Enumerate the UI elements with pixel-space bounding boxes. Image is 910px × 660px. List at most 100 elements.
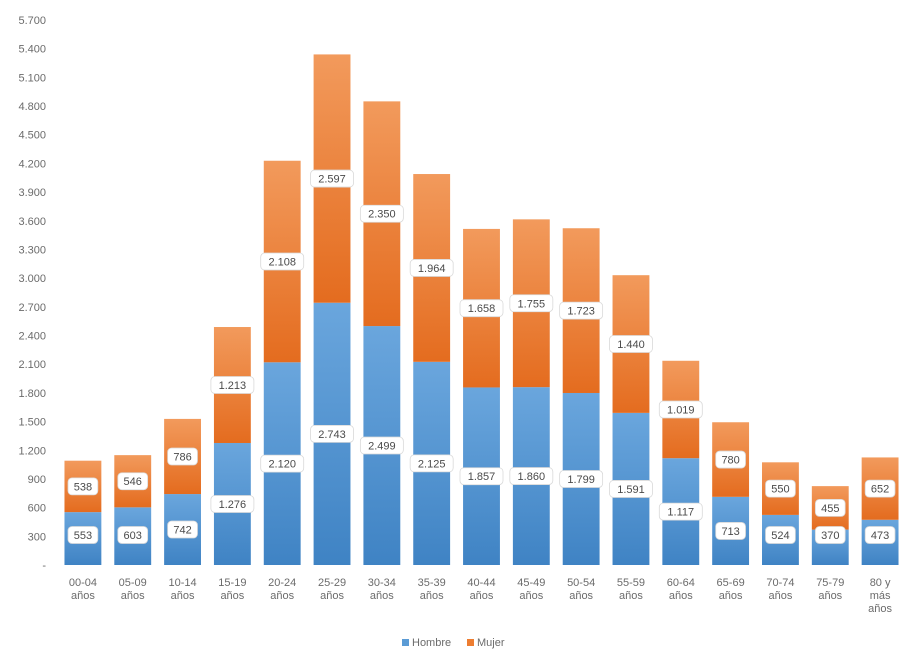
y-tick-label: 4.800	[18, 101, 46, 113]
legend-swatch	[402, 639, 409, 646]
data-label-mujer-box	[117, 472, 149, 491]
data-label-hombre: 1.857	[468, 471, 496, 483]
data-label-mujer-box	[609, 335, 653, 353]
x-category-label: años	[569, 590, 593, 602]
data-label-mujer-box	[67, 477, 99, 496]
x-category-label: años	[868, 603, 892, 615]
data-label-hombre: 2.499	[368, 441, 396, 453]
legend-swatch	[467, 639, 474, 646]
x-category-label: 25-29	[318, 577, 346, 589]
x-category-label: 80 y	[870, 577, 891, 589]
x-category-label: años	[270, 590, 294, 602]
x-category-label: 65-69	[717, 577, 745, 589]
x-category-label: 55-59	[617, 577, 645, 589]
data-label-mujer-box	[715, 450, 746, 469]
data-label-hombre-box	[210, 495, 255, 513]
data-label-hombre-box	[509, 467, 554, 485]
data-label-hombre-box	[459, 467, 504, 486]
y-tick-label: 3.300	[18, 244, 46, 256]
y-tick-label: 5.700	[18, 15, 46, 27]
data-label-mujer-box	[409, 259, 454, 277]
data-label-hombre-box	[67, 526, 99, 544]
data-label-mujer-box	[359, 204, 404, 223]
data-label-hombre-box	[167, 520, 198, 539]
data-label-mujer-box	[260, 252, 305, 271]
legend-label: Mujer	[477, 637, 505, 649]
data-label-hombre: 1.591	[617, 484, 645, 496]
x-category-label: años	[171, 590, 195, 602]
data-label-mujer-box	[864, 479, 896, 498]
y-tick-label: 1.500	[18, 417, 46, 429]
data-label-mujer: 1.755	[518, 298, 546, 310]
data-label-hombre: 713	[721, 526, 739, 538]
y-tick-label: 4.200	[18, 158, 46, 170]
data-label-mujer-box	[765, 479, 796, 498]
data-label-mujer-box	[167, 447, 198, 466]
data-label-hombre-box	[559, 470, 604, 488]
data-label-mujer-box	[658, 400, 703, 419]
data-label-hombre-box	[310, 424, 354, 443]
data-label-hombre-box	[260, 454, 305, 473]
data-label-hombre: 370	[821, 530, 839, 542]
data-label-hombre-box	[814, 526, 846, 544]
x-category-label: años	[320, 590, 344, 602]
data-label-mujer-box	[814, 498, 846, 517]
y-tick-label: 1.200	[18, 445, 46, 457]
y-tick-label: 3.600	[18, 216, 46, 228]
data-label-mujer: 786	[173, 451, 191, 463]
x-category-label: años	[470, 590, 494, 602]
data-label-mujer: 2.108	[268, 257, 296, 269]
legend: Hombre Mujer	[402, 637, 505, 649]
data-label-hombre-box	[715, 522, 746, 540]
data-label-hombre: 524	[771, 530, 789, 542]
data-label-mujer: 546	[124, 476, 142, 488]
data-label-mujer: 455	[821, 503, 839, 515]
data-label-mujer: 1.658	[468, 303, 496, 315]
data-label-mujer: 1.964	[418, 263, 446, 275]
y-tick-label: 5.400	[18, 44, 46, 56]
x-category-label: 10-14	[168, 577, 196, 589]
y-tick-label: 300	[28, 531, 46, 543]
data-label-mujer: 1.440	[617, 339, 645, 351]
data-label-mujer: 1.019	[667, 404, 695, 416]
y-tick-label: 2.100	[18, 359, 46, 371]
data-label-mujer-box	[210, 376, 255, 394]
data-label-mujer: 652	[871, 484, 889, 496]
data-label-hombre: 2.120	[268, 459, 296, 471]
data-label-hombre: 742	[173, 525, 191, 537]
y-tick-label-zero: -	[42, 560, 46, 572]
x-category-label: años	[519, 590, 543, 602]
data-label-hombre-box	[117, 526, 149, 544]
data-label-mujer: 2.597	[318, 174, 346, 186]
y-tick-label: 3.000	[18, 273, 46, 285]
data-label-mujer: 2.350	[368, 209, 396, 221]
x-category-label: 70-74	[766, 577, 794, 589]
y-tick-label: 3.900	[18, 187, 46, 199]
y-tick-label: 2.400	[18, 331, 46, 343]
x-category-label: años	[121, 590, 145, 602]
data-label-hombre-box	[409, 454, 454, 473]
y-tick-label: 1.800	[18, 388, 46, 400]
x-category-label: 45-49	[517, 577, 545, 589]
y-tick-label: 900	[28, 474, 46, 486]
x-category-label: 40-44	[467, 577, 495, 589]
x-category-label: más	[870, 590, 891, 602]
data-label-hombre: 2.743	[318, 429, 346, 441]
x-category-label: 35-39	[418, 577, 446, 589]
x-category-label: años	[370, 590, 394, 602]
x-category-label: 15-19	[218, 577, 246, 589]
x-category-label: años	[818, 590, 842, 602]
data-label-mujer-box	[459, 299, 504, 318]
x-category-label: años	[420, 590, 444, 602]
data-label-mujer-box	[310, 169, 354, 188]
data-label-mujer-box	[559, 301, 604, 320]
x-category-label: años	[669, 590, 693, 602]
data-label-hombre: 1.799	[567, 474, 595, 486]
data-label-hombre-box	[658, 502, 703, 521]
data-label-mujer: 1.723	[567, 306, 595, 318]
y-tick-label: 2.700	[18, 302, 46, 314]
data-label-hombre-box	[765, 526, 796, 544]
y-axis: - 300 600 900 1.200 1.500 1.800 2.100 2.400 2.700…	[18, 15, 46, 572]
data-label-hombre: 603	[124, 530, 142, 542]
